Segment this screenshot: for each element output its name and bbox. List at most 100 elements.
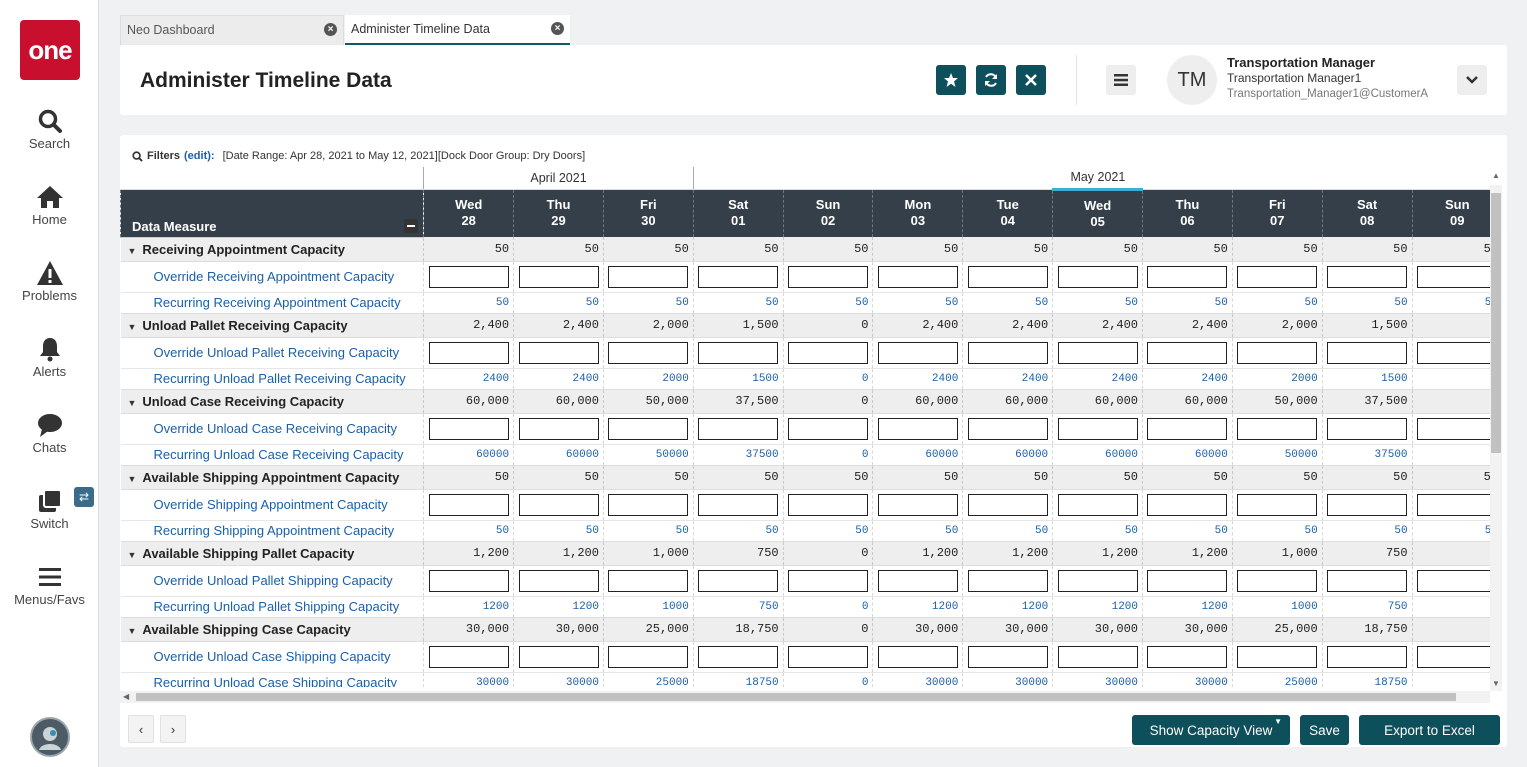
override-value-input[interactable] <box>1057 569 1138 592</box>
horizontal-scrollbar[interactable]: ◀ <box>120 691 1490 703</box>
override-value-input[interactable] <box>428 417 509 440</box>
recurring-value-link[interactable]: 1200 <box>423 596 514 618</box>
close-icon[interactable]: × <box>324 23 337 36</box>
recurring-value-link[interactable]: 0 <box>782 368 873 390</box>
nav-menus-favs[interactable]: Menus/Favs <box>0 564 99 607</box>
override-value-input[interactable] <box>1327 493 1408 516</box>
override-value-input[interactable] <box>428 493 509 516</box>
recurring-measure-link[interactable]: Recurring Receiving Appointment Capacity <box>120 292 424 314</box>
page-menu-button[interactable] <box>1106 65 1136 95</box>
recurring-measure-link[interactable]: Recurring Unload Case Shipping Capacity <box>120 672 424 687</box>
recurring-value-link[interactable]: 0 <box>782 596 873 618</box>
override-value-input[interactable] <box>1057 493 1138 516</box>
override-value-input[interactable] <box>1327 265 1408 288</box>
recurring-value-link[interactable]: 0 <box>1411 596 1490 618</box>
recurring-value-link[interactable]: 50 <box>872 520 963 542</box>
recurring-value-link[interactable]: 50 <box>423 292 514 314</box>
recurring-measure-link[interactable]: Recurring Unload Pallet Shipping Capacit… <box>120 596 424 618</box>
recurring-value-link[interactable]: 50 <box>692 520 784 542</box>
override-value-input[interactable] <box>428 645 509 668</box>
override-value-input[interactable] <box>428 341 509 364</box>
recurring-value-link[interactable]: 750 <box>1321 596 1413 618</box>
override-value-input[interactable] <box>1417 417 1490 440</box>
override-value-input[interactable] <box>1327 569 1408 592</box>
override-value-input[interactable] <box>877 417 958 440</box>
override-value-input[interactable] <box>788 341 869 364</box>
recurring-value-link[interactable]: 50000 <box>602 444 694 466</box>
recurring-value-link[interactable]: 30000 <box>1142 672 1233 687</box>
collapse-caret-icon[interactable]: ▼ <box>127 549 137 560</box>
close-page-button[interactable] <box>1016 65 1046 95</box>
override-value-input[interactable] <box>967 417 1048 440</box>
recurring-value-link[interactable]: 25000 <box>1231 672 1323 687</box>
override-value-input[interactable] <box>608 417 689 440</box>
recurring-measure-link[interactable]: Recurring Shipping Appointment Capacity <box>120 520 424 542</box>
override-measure-link[interactable]: Override Unload Case Shipping Capacity <box>120 641 424 673</box>
recurring-measure-link[interactable]: Recurring Unload Case Receiving Capacity <box>120 444 424 466</box>
recurring-value-link[interactable]: 1200 <box>513 596 604 618</box>
override-measure-link[interactable]: Override Receiving Appointment Capacity <box>120 261 424 293</box>
user-avatar[interactable]: TM <box>1167 55 1217 105</box>
recurring-value-link[interactable]: 0 <box>782 672 873 687</box>
next-page-button[interactable]: › <box>160 715 186 743</box>
override-value-input[interactable] <box>1147 341 1228 364</box>
recurring-value-link[interactable]: 18750 <box>1321 672 1413 687</box>
recurring-value-link[interactable]: 1200 <box>1142 596 1233 618</box>
scroll-up-icon[interactable]: ▲ <box>1492 171 1500 180</box>
recurring-value-link[interactable]: 50 <box>602 292 694 314</box>
override-measure-link[interactable]: Override Shipping Appointment Capacity <box>120 489 424 521</box>
override-value-input[interactable] <box>518 341 599 364</box>
group-name-cell[interactable]: ▼ Available Shipping Case Capacity <box>120 617 424 642</box>
override-value-input[interactable] <box>967 265 1048 288</box>
recurring-value-link[interactable]: 750 <box>692 596 784 618</box>
nav-switch[interactable]: Switch <box>0 488 99 531</box>
recurring-value-link[interactable]: 1000 <box>1231 596 1323 618</box>
filters-edit-link[interactable]: (edit): <box>184 150 215 162</box>
scroll-thumb[interactable] <box>136 693 1456 701</box>
collapse-all-icon[interactable] <box>404 218 419 233</box>
override-value-input[interactable] <box>698 645 779 668</box>
group-name-cell[interactable]: ▼ Available Shipping Pallet Capacity <box>120 541 424 566</box>
tab-administer-timeline-data[interactable]: Administer Timeline Data × <box>345 15 570 45</box>
recurring-value-link[interactable]: 2000 <box>1231 368 1323 390</box>
recurring-value-link[interactable]: 50 <box>962 520 1053 542</box>
recurring-value-link[interactable]: 50 <box>1142 292 1233 314</box>
save-button[interactable]: Save <box>1300 715 1349 745</box>
recurring-value-link[interactable]: 50 <box>692 292 784 314</box>
recurring-value-link[interactable]: 1200 <box>962 596 1053 618</box>
group-name-cell[interactable]: ▼ Available Shipping Appointment Capacity <box>120 465 424 490</box>
recurring-value-link[interactable]: 60000 <box>423 444 514 466</box>
recurring-value-link[interactable]: 60000 <box>962 444 1053 466</box>
recurring-value-link[interactable]: 2400 <box>962 368 1053 390</box>
close-icon[interactable]: × <box>551 22 564 35</box>
scroll-down-icon[interactable]: ▼ <box>1492 679 1500 688</box>
recurring-value-link[interactable]: 0 <box>1411 368 1490 390</box>
collapse-caret-icon[interactable]: ▼ <box>127 473 137 484</box>
recurring-value-link[interactable]: 60000 <box>1052 444 1143 466</box>
recurring-value-link[interactable]: 50 <box>513 292 604 314</box>
recurring-value-link[interactable]: 60000 <box>872 444 963 466</box>
recurring-value-link[interactable]: 50 <box>1411 292 1490 314</box>
recurring-value-link[interactable]: 2000 <box>602 368 694 390</box>
group-name-cell[interactable]: ▼ Unload Case Receiving Capacity <box>120 389 424 414</box>
recurring-value-link[interactable]: 25000 <box>602 672 694 687</box>
override-value-input[interactable] <box>877 341 958 364</box>
recurring-value-link[interactable]: 37500 <box>692 444 784 466</box>
override-value-input[interactable] <box>518 569 599 592</box>
collapse-caret-icon[interactable]: ▼ <box>127 321 137 332</box>
override-value-input[interactable] <box>877 645 958 668</box>
override-value-input[interactable] <box>877 493 958 516</box>
override-value-input[interactable] <box>967 341 1048 364</box>
override-value-input[interactable] <box>1417 569 1490 592</box>
recurring-value-link[interactable]: 18750 <box>692 672 784 687</box>
override-value-input[interactable] <box>1147 265 1228 288</box>
override-value-input[interactable] <box>1417 265 1490 288</box>
override-value-input[interactable] <box>1327 417 1408 440</box>
override-value-input[interactable] <box>1327 645 1408 668</box>
group-name-cell[interactable]: ▼ Unload Pallet Receiving Capacity <box>120 313 424 338</box>
collapse-caret-icon[interactable]: ▼ <box>127 245 137 256</box>
collapse-caret-icon[interactable]: ▼ <box>127 397 137 408</box>
nav-alerts[interactable]: Alerts <box>0 336 99 379</box>
scroll-thumb[interactable] <box>1491 193 1501 453</box>
recurring-value-link[interactable]: 0 <box>1411 444 1490 466</box>
